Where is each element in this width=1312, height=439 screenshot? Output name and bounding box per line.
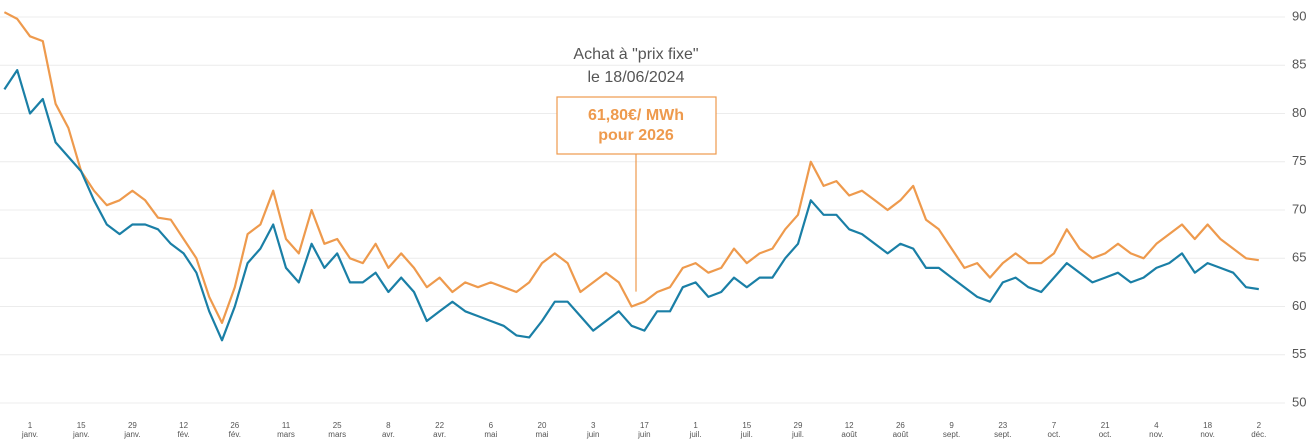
x-tick-label: 6 mai (484, 421, 498, 439)
x-tick-label: 26 août (892, 421, 909, 439)
x-tick-label: 7 oct. (1047, 421, 1061, 439)
x-tick-label: 17 juin (638, 421, 651, 439)
x-tick-label: 18 nov. (1200, 421, 1215, 439)
x-tick-label: 1 janv. (21, 421, 39, 439)
y-tick-label: 75 (1292, 153, 1306, 168)
y-tick-label: 65 (1292, 250, 1306, 265)
annotation-text: Achat à "prix fixe" (573, 46, 698, 63)
series-line (3, 11, 1259, 324)
x-tick-label: 2 déc. (1251, 421, 1267, 439)
x-tick-label: 11 mars (277, 421, 295, 439)
x-tick-label: 12 fév. (177, 421, 190, 439)
x-tick-label: 22 avr. (433, 421, 447, 439)
x-tick-label: 29 janv. (124, 421, 141, 439)
x-tick-label: 25 mars (328, 421, 347, 439)
y-tick-label: 60 (1292, 298, 1306, 313)
x-tick-label: 21 oct. (1098, 421, 1112, 439)
x-tick-label: 15 janv. (73, 421, 90, 439)
annotation-box-text: 61,80€/ MWh (588, 107, 684, 124)
x-tick-label: 23 sept. (994, 421, 1012, 439)
y-tick-label: 80 (1292, 105, 1306, 120)
x-tick-label: 29 juil. (791, 421, 804, 439)
y-tick-label: 50 (1292, 394, 1306, 409)
x-tick-label: 4 nov. (1149, 421, 1164, 439)
y-tick-label: 85 (1292, 57, 1306, 72)
x-tick-label: 20 mai (535, 421, 549, 439)
annotation-box (556, 96, 717, 155)
x-tick-label: 15 juil. (740, 421, 753, 439)
x-tick-label: 1 juil. (689, 421, 702, 439)
series-line (3, 69, 1259, 342)
y-tick-label: 90 (1292, 8, 1306, 23)
x-tick-label: 12 août (841, 421, 857, 439)
y-tick-label: 70 (1292, 201, 1306, 216)
x-tick-label: 3 juin (586, 421, 600, 439)
annotation-text: le 18/06/2024 (588, 69, 685, 86)
x-tick-label: 8 avr. (381, 421, 395, 439)
y-tick-label: 55 (1292, 346, 1306, 361)
x-tick-label: 26 fév. (228, 421, 241, 439)
annotation-box-text: pour 2026 (598, 127, 674, 144)
x-tick-label: 9 sept. (942, 421, 961, 439)
